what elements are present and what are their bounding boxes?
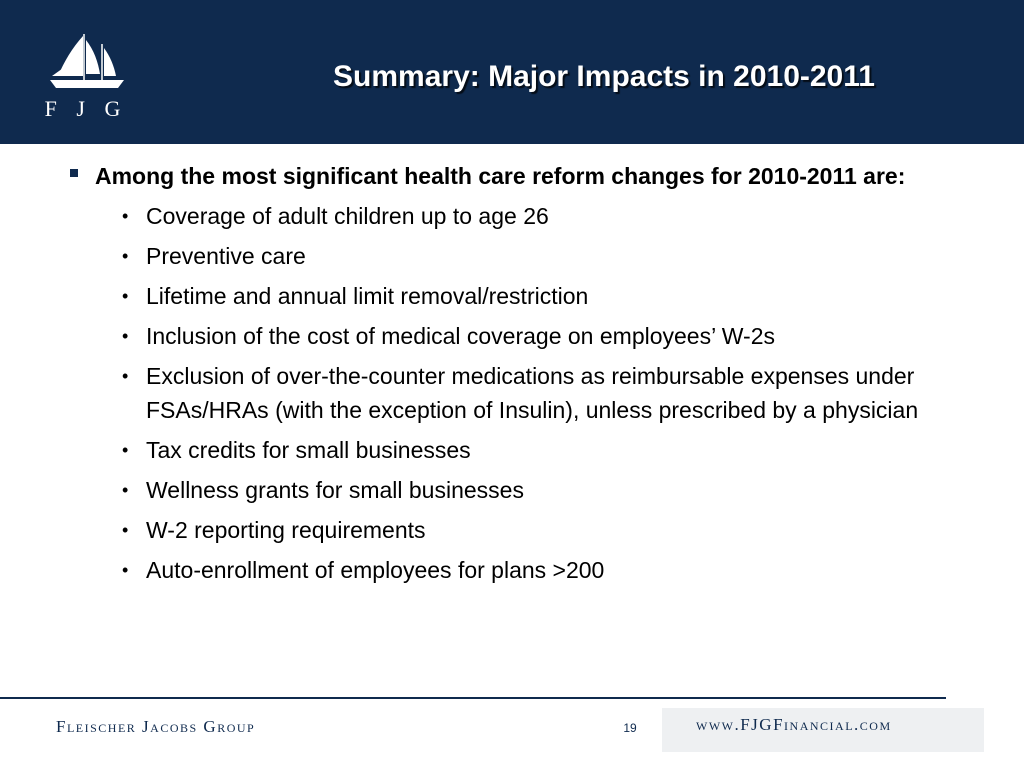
round-bullet-icon: • [122, 520, 129, 540]
logo: F J G [44, 30, 128, 126]
list-item-text: Lifetime and annual limit removal/restri… [146, 283, 589, 309]
list-item-text: Inclusion of the cost of medical coverag… [146, 323, 775, 349]
list-item-text: Wellness grants for small businesses [146, 477, 524, 503]
square-bullet-icon [70, 169, 78, 177]
list-item: • Coverage of adult children up to age 26 [120, 199, 1015, 233]
list-item: • Inclusion of the cost of medical covera… [120, 319, 1015, 353]
list-item: • W-2 reporting requirements [120, 513, 1015, 547]
page-number: 19 [623, 721, 637, 735]
header-bar: F J G Summary: Major Impacts in 2010-201… [0, 0, 1024, 144]
round-bullet-icon: • [122, 326, 129, 346]
logo-letters: F J G [44, 96, 128, 121]
list-item-text: Exclusion of over-the-counter medication… [146, 363, 919, 423]
footer-company-name: Fleischer Jacobs Group [56, 717, 256, 736]
round-bullet-icon: • [122, 286, 129, 306]
list-item-text: Preventive care [146, 243, 306, 269]
bullet-list: • Coverage of adult children up to age 26… [70, 199, 1015, 587]
slide-content: Among the most significant health care r… [70, 160, 1015, 593]
list-item-text: Coverage of adult children up to age 26 [146, 203, 549, 229]
list-item: • Auto-enrollment of employees for plans … [120, 553, 1015, 587]
footer-url-panel [662, 708, 984, 752]
lead-text: Among the most significant health care r… [95, 163, 906, 189]
footer-url[interactable]: www.FJGFinancial.com [696, 715, 892, 734]
slide-title: Summary: Major Impacts in 2010-2011 [333, 60, 875, 93]
list-item: • Exclusion of over-the-counter medicatio… [120, 359, 1015, 427]
list-item: • Lifetime and annual limit removal/restr… [120, 279, 1015, 313]
footer-divider [0, 697, 946, 699]
round-bullet-icon: • [122, 440, 129, 460]
lead-bullet-item: Among the most significant health care r… [70, 160, 1015, 193]
round-bullet-icon: • [122, 206, 129, 226]
list-item: • Wellness grants for small businesses [120, 473, 1015, 507]
list-item-text: W-2 reporting requirements [146, 517, 426, 543]
sailing-ship-icon [50, 34, 124, 88]
list-item-text: Tax credits for small businesses [146, 437, 471, 463]
list-item: • Tax credits for small businesses [120, 433, 1015, 467]
list-item-text: Auto-enrollment of employees for plans >… [146, 557, 605, 583]
list-item: • Preventive care [120, 239, 1015, 273]
round-bullet-icon: • [122, 560, 129, 580]
round-bullet-icon: • [122, 246, 129, 266]
round-bullet-icon: • [122, 480, 129, 500]
round-bullet-icon: • [122, 366, 129, 386]
